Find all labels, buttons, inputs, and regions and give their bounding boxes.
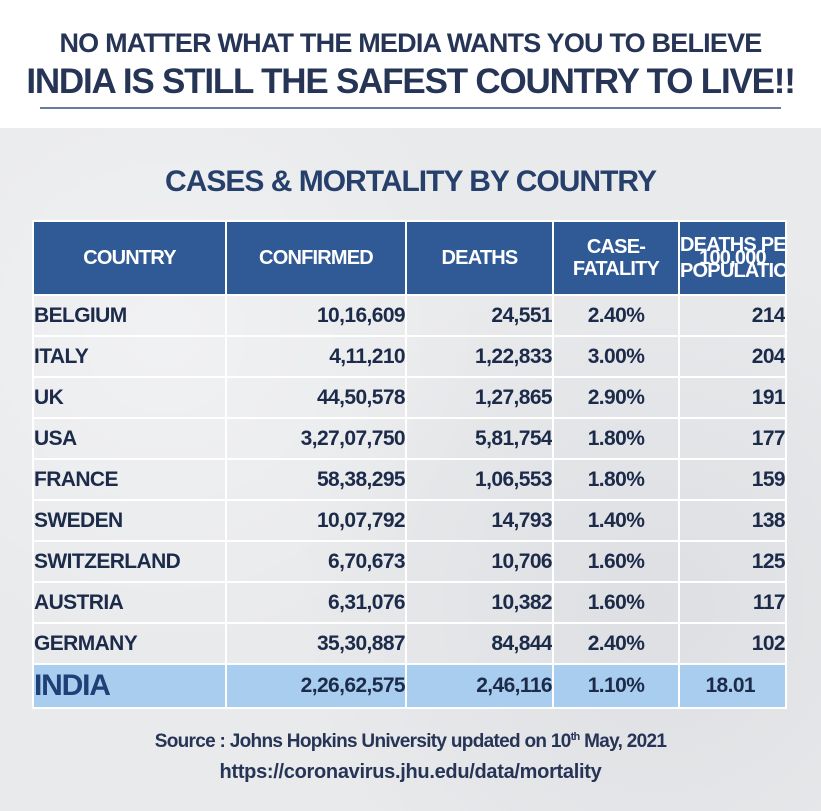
cell-country: UK — [32, 376, 227, 419]
header-case-fatality-line-2: FATALITY — [572, 258, 660, 280]
cell-case-fatality: 1.80% — [552, 458, 680, 501]
cell-deaths: 14,793 — [405, 499, 554, 542]
cell-deaths: 2,46,116 — [405, 663, 554, 709]
cell-deaths-per-100k: 177 — [678, 417, 787, 460]
cell-case-fatality: 1.80% — [552, 417, 680, 460]
cell-case-fatality: 2.90% — [552, 376, 680, 419]
headline-line-1: NO MATTER WHAT THE MEDIA WANTS YOU TO BE… — [59, 28, 762, 58]
table-header-row: COUNTRY CONFIRMED DEATHS CASE- FATALITY … — [32, 220, 787, 296]
source-text: Source : Johns Hopkins University update… — [154, 731, 572, 752]
table-row: SWEDEN 10,07,792 14,793 1.40% 138 — [32, 499, 787, 542]
table-row: AUSTRIA 6,31,076 10,382 1.60% 117 — [32, 581, 787, 624]
header: NO MATTER WHAT THE MEDIA WANTS YOU TO BE… — [0, 0, 821, 128]
source-date: May, 2021 — [579, 731, 667, 752]
cell-country: GERMANY — [32, 622, 227, 665]
headline-line-2: INDIA IS STILL THE SAFEST COUNTRY TO LIV… — [26, 62, 796, 101]
header-deaths: DEATHS — [405, 220, 554, 296]
table-body: BELGIUM 10,16,609 24,551 2.40% 214 ITALY 4,11,… — [32, 294, 787, 709]
cell-deaths-per-100k: 138 — [678, 499, 787, 542]
cell-confirmed: 2,26,62,575 — [225, 663, 407, 709]
cell-confirmed: 3,27,07,750 — [225, 417, 407, 460]
table-row: GERMANY 35,30,887 84,844 2.40% 102 — [32, 622, 787, 665]
cell-deaths-per-100k: 102 — [678, 622, 787, 665]
cell-case-fatality: 2.40% — [552, 294, 680, 337]
cell-deaths-per-100k: 125 — [678, 540, 787, 583]
header-deaths-per-line-1: DEATHS PER — [680, 233, 786, 256]
table-title: CASES & MORTALITY BY COUNTRY — [165, 165, 657, 198]
cell-deaths-per-100k: 204 — [678, 335, 787, 378]
table-row-highlight: INDIA 2,26,62,575 2,46,116 1.10% 18.01 — [32, 663, 787, 709]
cell-deaths: 1,06,553 — [405, 458, 554, 501]
table-row: FRANCE 58,38,295 1,06,553 1.80% 159 — [32, 458, 787, 501]
cell-country: ITALY — [32, 335, 227, 378]
cell-confirmed: 58,38,295 — [225, 458, 407, 501]
cell-confirmed: 10,16,609 — [225, 294, 407, 337]
cell-country: SWEDEN — [32, 499, 227, 542]
cell-deaths: 84,844 — [405, 622, 554, 665]
cell-case-fatality: 2.40% — [552, 622, 680, 665]
cell-deaths: 24,551 — [405, 294, 554, 337]
cell-confirmed: 6,70,673 — [225, 540, 407, 583]
header-case-fatality: CASE- FATALITY — [552, 220, 680, 296]
source-url: https://coronavirus.jhu.edu/data/mortali… — [219, 761, 602, 783]
cell-deaths-per-100k: 18.01 — [678, 663, 787, 709]
cell-deaths: 10,706 — [405, 540, 554, 583]
cell-deaths: 1,22,833 — [405, 335, 554, 378]
cell-country: SWITZERLAND — [32, 540, 227, 583]
cell-deaths: 10,382 — [405, 581, 554, 624]
cell-country: USA — [32, 417, 227, 460]
header-deaths-per-line-2: 100,000 — [699, 246, 766, 269]
cell-case-fatality: 1.60% — [552, 581, 680, 624]
cell-confirmed: 35,30,887 — [225, 622, 407, 665]
cell-confirmed: 6,31,076 — [225, 581, 407, 624]
table-row: SWITZERLAND 6,70,673 10,706 1.60% 125 — [32, 540, 787, 583]
table-row: USA 3,27,07,750 5,81,754 1.80% 177 — [32, 417, 787, 460]
cell-deaths-per-100k: 159 — [678, 458, 787, 501]
cell-confirmed: 4,11,210 — [225, 335, 407, 378]
cell-case-fatality: 1.40% — [552, 499, 680, 542]
cell-case-fatality: 1.60% — [552, 540, 680, 583]
cell-deaths-per-100k: 214 — [678, 294, 787, 337]
cell-case-fatality: 3.00% — [552, 335, 680, 378]
mortality-table: COUNTRY CONFIRMED DEATHS CASE- FATALITY … — [32, 220, 787, 709]
cell-deaths-per-100k: 117 — [678, 581, 787, 624]
table-row: BELGIUM 10,16,609 24,551 2.40% 214 — [32, 294, 787, 337]
table-row: ITALY 4,11,210 1,22,833 3.00% 204 — [32, 335, 787, 378]
cell-country: BELGIUM — [32, 294, 227, 337]
header-confirmed: CONFIRMED — [225, 220, 407, 296]
cell-country: INDIA — [32, 663, 227, 709]
cell-case-fatality: 1.10% — [552, 663, 680, 709]
cell-deaths-per-100k: 191 — [678, 376, 787, 419]
cell-deaths: 1,27,865 — [405, 376, 554, 419]
header-deaths-per-100k: DEATHS PER 100,000 POPULATION — [678, 220, 787, 296]
header-country: COUNTRY — [32, 220, 227, 296]
cell-country: FRANCE — [32, 458, 227, 501]
table-row: UK 44,50,578 1,27,865 2.90% 191 — [32, 376, 787, 419]
header-case-fatality-line-1: CASE- — [586, 236, 646, 258]
cell-confirmed: 44,50,578 — [225, 376, 407, 419]
source-note: Source : Johns Hopkins University update… — [0, 731, 821, 753]
cell-confirmed: 10,07,792 — [225, 499, 407, 542]
source-ordinal: th — [570, 731, 581, 743]
header-divider — [40, 107, 781, 109]
cell-deaths: 5,81,754 — [405, 417, 554, 460]
header-deaths-per-line-3: POPULATION — [680, 259, 784, 282]
cell-country: AUSTRIA — [32, 581, 227, 624]
